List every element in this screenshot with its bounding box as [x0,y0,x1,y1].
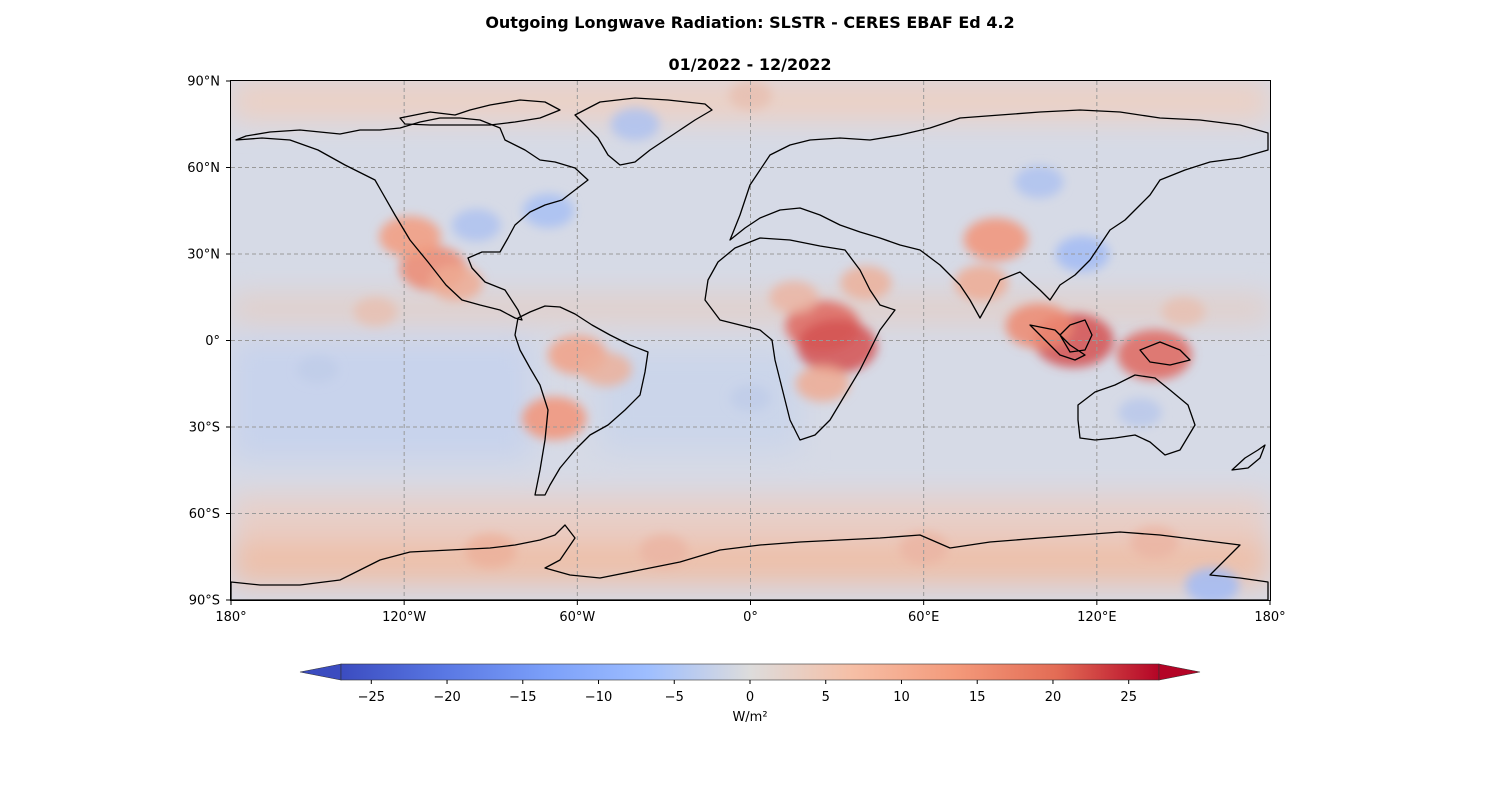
heatmap-region [795,365,850,402]
heatmap-region [797,319,878,374]
lat-tick-label: 60°S [189,507,220,522]
coast-africa-eurasia [704,109,1269,441]
coast-arctic-islands [399,99,561,126]
heatmap-region [353,297,398,327]
colorbar-tick-label: −20 [433,690,460,705]
heatmap-region [1130,526,1179,559]
lon-tick-label: 120°W [382,610,426,625]
heatmap-region [1185,567,1240,600]
colorbar-tick-label: 25 [1120,690,1137,705]
coast-north-america [235,117,589,321]
heatmap-region [522,193,575,228]
heatmap-region [899,531,949,565]
heatmap-region [379,216,441,258]
colorbar-label: W/m² [732,710,767,725]
longitude-labels: 180° 120°W 60°W 0° 60°E 120°E 180° [215,600,1286,625]
heatmap-region [1117,329,1192,381]
heatmap-region [639,534,689,568]
colorbar-tick-label: 10 [893,690,910,705]
coast-new-zealand [1231,444,1266,471]
colorbar-tick-label: −5 [665,690,684,705]
colorbar-extend-high [1158,663,1201,681]
heatmap-region [1118,398,1162,427]
lon-tick-label: 120°E [1077,610,1117,625]
heatmap-region [963,217,1029,262]
lat-tick-label: 90°N [187,75,220,90]
lat-tick-label: 30°N [187,248,220,263]
lat-tick-label: 60°N [187,161,220,176]
coast-maritime-continent [1029,319,1191,366]
heatmap-region [580,352,632,387]
chart-title: Outgoing Longwave Radiation: SLSTR - CER… [485,13,1015,32]
south-pacific-cool [231,340,531,460]
colorbar-tick-label: −25 [358,690,385,705]
colorbar-tick-label: 5 [822,690,830,705]
lon-tick-label: 180° [1254,610,1285,625]
colorbar-tick-label: 0 [746,690,754,705]
heatmap-region [1055,236,1110,272]
coast-australia [1077,374,1196,456]
lon-tick-label: 0° [743,610,758,625]
heatmap-region [1005,303,1073,349]
chart-subtitle: 01/2022 - 12/2022 [668,55,832,74]
antarctic-coast-band [231,540,1270,585]
heatmap-region [429,264,484,301]
map-area [230,80,1271,601]
lat-tick-label: 30°S [189,421,220,436]
heatmap-region [769,281,819,314]
colorbar-extend-low [299,663,342,681]
gridlines [231,81,1270,600]
heatmap-region [451,208,501,242]
lat-tick-label: 90°S [189,594,220,609]
latitude-labels: 90°N 60°N 30°N 0° 30°S 60°S 90°S [187,75,231,609]
heatmap-region [465,533,517,569]
coastlines [231,97,1269,600]
colorbar-tick-label: 15 [969,690,986,705]
colorbar-tick-label: −15 [509,690,536,705]
heatmap-region [954,264,1009,301]
colorbar-ticks: −25 −20 −15 −10 −5 0 5 10 15 20 25 [358,680,1137,705]
lon-tick-label: 180° [215,610,246,625]
lon-tick-label: 60°W [559,610,595,625]
heatmap-region [1014,165,1064,199]
lon-tick-label: 60°E [908,610,939,625]
colorbar-tick-label: 20 [1045,690,1062,705]
colorbar-gradient [340,663,1160,681]
heatmap-region [522,396,587,440]
coast-south-america [514,305,649,496]
colorbar-tick-label: −10 [585,690,612,705]
heatmap-region [1161,297,1206,327]
heatmap-region [297,355,339,383]
coast-antarctica [231,524,1269,600]
lat-tick-label: 0° [205,334,220,349]
coast-greenland [574,97,713,166]
colorbar: −25 −20 −15 −10 −5 0 5 10 15 20 25 W/m² [299,663,1201,725]
heatmap-region [610,108,660,141]
